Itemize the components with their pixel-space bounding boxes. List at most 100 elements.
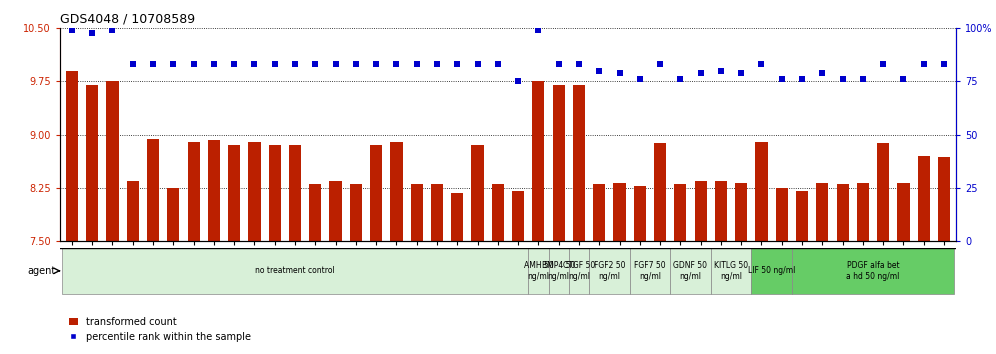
Point <box>571 62 587 67</box>
Text: PDGF alfa bet
a hd 50 ng/ml: PDGF alfa bet a hd 50 ng/ml <box>847 261 899 280</box>
Point <box>531 28 547 33</box>
Point <box>226 62 242 67</box>
Text: FGF7 50
ng/ml: FGF7 50 ng/ml <box>634 261 665 280</box>
Bar <box>147 139 159 241</box>
Bar <box>776 188 788 241</box>
Bar <box>309 184 322 241</box>
Point <box>469 62 485 67</box>
Point <box>490 62 506 67</box>
Text: agent: agent <box>28 266 56 276</box>
Bar <box>208 140 220 241</box>
Bar <box>917 156 930 241</box>
Bar <box>569 248 589 294</box>
Bar <box>371 145 382 241</box>
Point <box>895 76 911 82</box>
Point <box>388 62 404 67</box>
Bar <box>670 248 711 294</box>
Point <box>267 62 283 67</box>
Bar <box>654 143 666 241</box>
Point <box>631 76 647 82</box>
Text: FGF2 50
ng/ml: FGF2 50 ng/ml <box>594 261 625 280</box>
Bar <box>735 183 747 241</box>
Bar <box>589 248 629 294</box>
Point <box>246 62 262 67</box>
Bar <box>755 142 768 241</box>
Point <box>592 68 608 74</box>
Point <box>835 76 851 82</box>
Bar <box>629 248 670 294</box>
Bar <box>715 181 727 241</box>
Point <box>774 76 790 82</box>
Bar <box>330 181 342 241</box>
Bar <box>553 85 565 241</box>
Bar <box>711 248 751 294</box>
Text: AMH 50
ng/ml: AMH 50 ng/ml <box>524 261 553 280</box>
Point <box>449 62 465 67</box>
Bar <box>66 71 78 241</box>
Bar <box>751 248 792 294</box>
Bar <box>792 248 954 294</box>
Bar <box>633 186 645 241</box>
Point <box>348 62 364 67</box>
Bar <box>431 184 443 241</box>
Bar <box>126 181 138 241</box>
Point <box>652 62 668 67</box>
Bar <box>817 183 829 241</box>
Bar <box>410 184 422 241</box>
Bar <box>228 145 240 241</box>
Point <box>408 62 424 67</box>
Point <box>369 62 384 67</box>
Bar <box>187 142 199 241</box>
Bar <box>594 184 606 241</box>
Bar <box>857 183 869 241</box>
Point <box>754 62 770 67</box>
Bar <box>532 81 545 241</box>
Text: KITLG 50
ng/ml: KITLG 50 ng/ml <box>714 261 748 280</box>
Text: GDS4048 / 10708589: GDS4048 / 10708589 <box>60 13 195 26</box>
Bar <box>837 184 849 241</box>
Bar <box>614 183 625 241</box>
Point <box>915 62 931 67</box>
Bar <box>528 248 549 294</box>
Point <box>145 62 161 67</box>
Text: BMP4 50
ng/ml: BMP4 50 ng/ml <box>542 261 576 280</box>
Point <box>124 62 140 67</box>
Point <box>672 76 688 82</box>
Point <box>165 62 181 67</box>
Bar <box>269 145 281 241</box>
Bar <box>248 142 261 241</box>
Bar <box>390 142 402 241</box>
Text: LIF 50 ng/ml: LIF 50 ng/ml <box>748 266 795 275</box>
Bar <box>492 184 504 241</box>
Bar <box>796 191 808 241</box>
Bar <box>451 193 463 241</box>
Bar <box>694 181 707 241</box>
Legend: transformed count, percentile rank within the sample: transformed count, percentile rank withi… <box>65 313 255 346</box>
Text: no treatment control: no treatment control <box>255 266 335 275</box>
Point <box>308 62 324 67</box>
Bar <box>471 145 484 241</box>
Point <box>510 79 526 84</box>
Point <box>936 62 952 67</box>
Bar <box>350 184 362 241</box>
Text: CTGF 50
ng/ml: CTGF 50 ng/ml <box>563 261 595 280</box>
Bar <box>573 85 585 241</box>
Point <box>64 28 80 33</box>
Point <box>875 62 891 67</box>
Bar <box>512 191 524 241</box>
Point <box>328 62 344 67</box>
Bar <box>289 145 301 241</box>
Point <box>855 76 871 82</box>
Bar <box>897 183 909 241</box>
Point <box>551 62 567 67</box>
Bar <box>877 143 889 241</box>
Point <box>692 70 708 76</box>
Bar <box>549 248 569 294</box>
Point <box>815 70 831 76</box>
Point <box>429 62 445 67</box>
Point <box>733 70 749 76</box>
Point <box>206 62 222 67</box>
Point <box>85 30 101 35</box>
Point <box>713 68 729 74</box>
Bar <box>167 188 179 241</box>
